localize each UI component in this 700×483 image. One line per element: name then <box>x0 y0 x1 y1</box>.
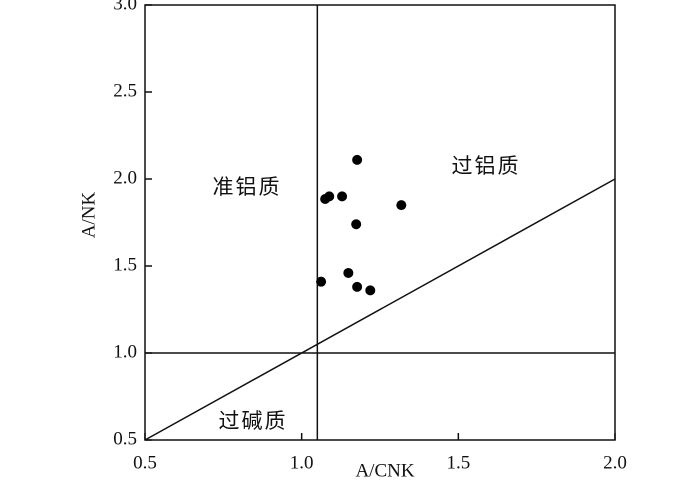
region-label: 过铝质 <box>452 154 521 178</box>
point <box>320 194 331 205</box>
point <box>316 276 327 287</box>
y-tick-label: 2.0 <box>113 167 137 188</box>
y-tick-label: 2.5 <box>113 80 137 101</box>
region-label: 过碱质 <box>219 409 288 433</box>
point <box>343 267 354 278</box>
y-tick-label: 3.0 <box>113 0 137 14</box>
reference-line <box>144 178 616 441</box>
y-tick-label: 1.0 <box>113 341 137 362</box>
point <box>337 191 348 202</box>
y-tick-label: 1.5 <box>113 254 137 275</box>
plot-frame <box>144 4 616 441</box>
x-tick-label: 1.0 <box>290 452 314 473</box>
point <box>352 281 363 292</box>
y-axis-label: A/NK <box>78 192 99 239</box>
point <box>365 285 376 296</box>
x-axis-label: A/CNK <box>355 460 414 481</box>
region-label: 准铝质 <box>213 175 282 199</box>
x-tick-label: 2.0 <box>603 452 627 473</box>
x-tick-label: 1.5 <box>446 452 470 473</box>
point <box>351 219 362 230</box>
point <box>352 154 363 165</box>
point <box>396 200 407 211</box>
y-tick-label: 0.5 <box>113 428 137 449</box>
x-tick-label: 0.5 <box>133 452 157 473</box>
